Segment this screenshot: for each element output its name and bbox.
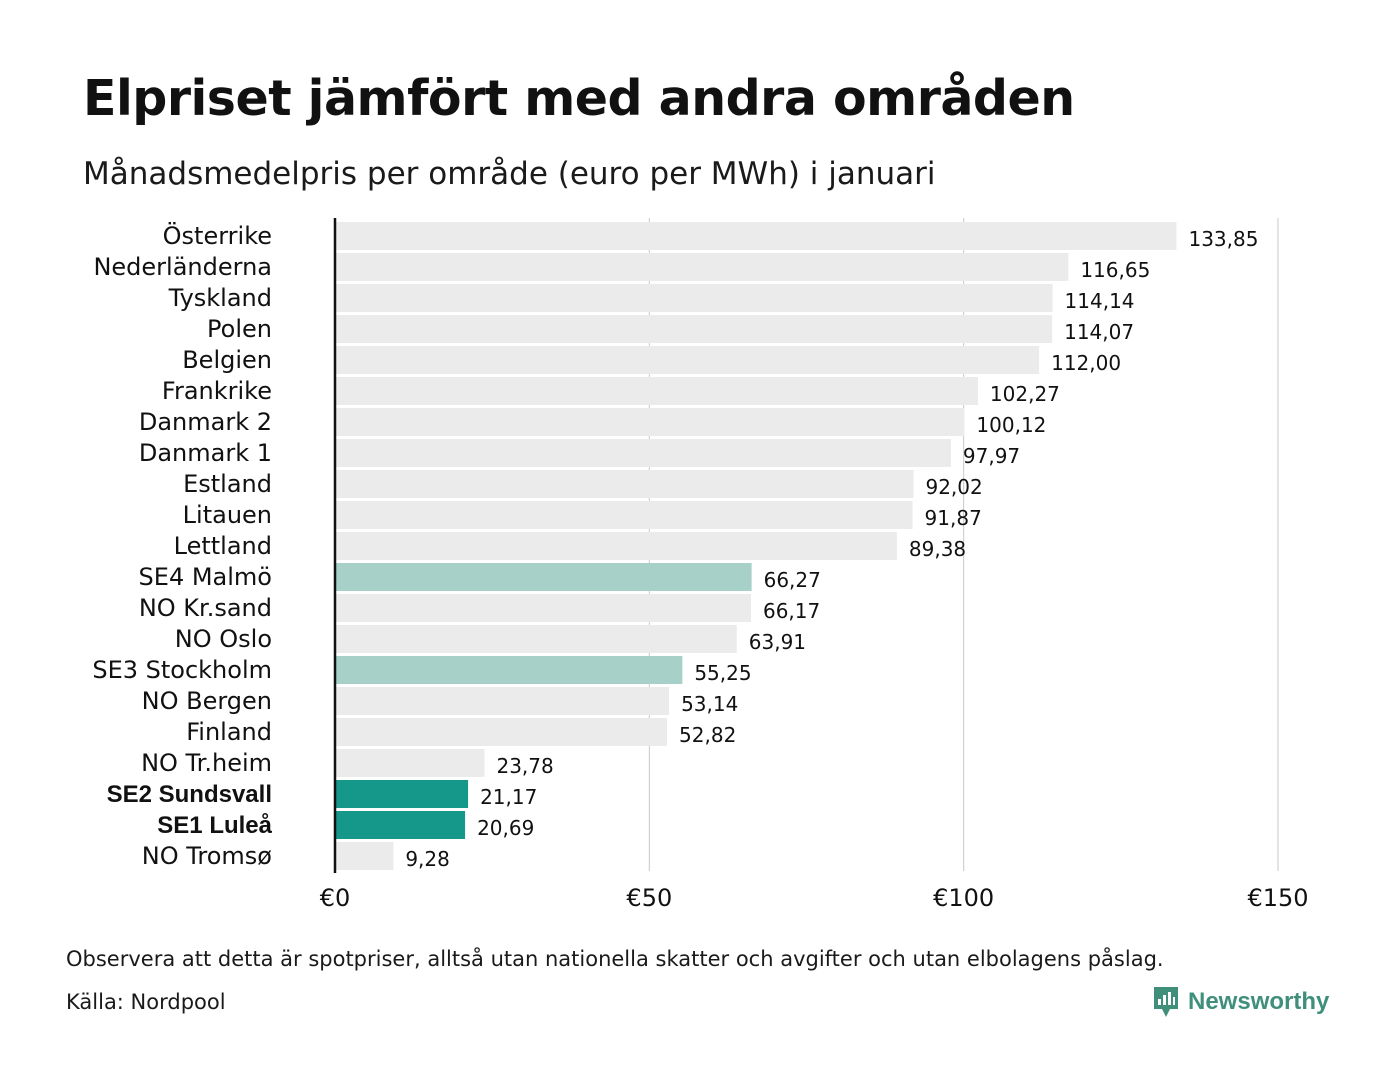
newsworthy-logo-icon xyxy=(1154,987,1178,1017)
value-label: 20,69 xyxy=(477,816,534,840)
category-label: Finland xyxy=(186,718,272,746)
value-label: 114,07 xyxy=(1064,320,1134,344)
bar xyxy=(335,687,670,715)
value-label: 102,27 xyxy=(990,382,1060,406)
brand-name: Newsworthy xyxy=(1188,988,1330,1015)
bar xyxy=(335,377,978,405)
value-label: 55,25 xyxy=(694,661,751,685)
bar xyxy=(335,501,913,529)
bar xyxy=(335,811,466,839)
value-label: 66,27 xyxy=(764,568,821,592)
category-label: NO Tromsø xyxy=(142,842,272,870)
x-tick-label: €0 xyxy=(320,884,351,912)
category-label: SE2 Sundsvall xyxy=(107,781,272,808)
category-label: Danmark 1 xyxy=(139,439,272,467)
value-label: 92,02 xyxy=(925,475,982,499)
bar xyxy=(335,470,914,498)
chart-title: Elpriset jämfört med andra områden xyxy=(83,70,1075,127)
bar xyxy=(335,780,469,808)
x-tick-label: €100 xyxy=(933,884,994,912)
value-label: 133,85 xyxy=(1188,227,1258,251)
value-label: 100,12 xyxy=(976,413,1046,437)
category-label: NO Bergen xyxy=(142,687,272,715)
value-label: 97,97 xyxy=(963,444,1020,468)
category-label: Danmark 2 xyxy=(139,408,272,436)
bar xyxy=(335,532,897,560)
bar xyxy=(335,842,394,870)
value-label: 112,00 xyxy=(1051,351,1121,375)
bar xyxy=(335,749,485,777)
category-label: NO Kr.sand xyxy=(139,594,272,622)
value-label: 21,17 xyxy=(480,785,537,809)
value-label: 23,78 xyxy=(496,754,553,778)
category-label: Nederländerna xyxy=(93,253,272,281)
bar xyxy=(335,284,1053,312)
brand-logo: Newsworthy xyxy=(1152,985,1329,1019)
category-label: SE1 Luleå xyxy=(157,812,272,839)
category-label: Tyskland xyxy=(168,284,272,312)
source-label: Källa: Nordpool xyxy=(66,990,226,1014)
bar xyxy=(335,408,965,436)
category-label: Österrike xyxy=(163,221,272,250)
value-label: 53,14 xyxy=(681,692,738,716)
bar xyxy=(335,594,751,622)
x-tick-label: €150 xyxy=(1247,884,1308,912)
bar xyxy=(335,625,737,653)
category-label: SE3 Stockholm xyxy=(92,656,272,684)
value-label: 91,87 xyxy=(925,506,982,530)
value-label: 52,82 xyxy=(679,723,736,747)
category-label: Frankrike xyxy=(162,377,272,405)
category-label: Litauen xyxy=(183,501,272,529)
value-label: 66,17 xyxy=(763,599,820,623)
value-label: 116,65 xyxy=(1080,258,1150,282)
category-label: NO Tr.heim xyxy=(141,749,272,777)
bar xyxy=(335,346,1040,374)
bar xyxy=(335,656,683,684)
chart-subtitle: Månadsmedelpris per område (euro per MWh… xyxy=(83,156,936,192)
bar xyxy=(335,439,951,467)
category-label: SE4 Malmö xyxy=(139,563,272,591)
category-label: Lettland xyxy=(174,532,272,560)
bar-chart: Österrike 133,85 Nederländerna 116,65 Tyskla… xyxy=(92,218,1309,912)
category-label: Polen xyxy=(207,315,272,343)
bar xyxy=(335,315,1053,343)
bar xyxy=(335,718,668,746)
category-label: NO Oslo xyxy=(175,625,272,653)
value-label: 89,38 xyxy=(909,537,966,561)
x-tick-label: €50 xyxy=(626,884,672,912)
bar xyxy=(335,222,1177,250)
value-label: 63,91 xyxy=(749,630,806,654)
category-label: Estland xyxy=(183,470,272,498)
bar xyxy=(335,563,752,591)
bar xyxy=(335,253,1069,281)
category-label: Belgien xyxy=(182,346,272,374)
value-label: 114,14 xyxy=(1065,289,1135,313)
footnote: Observera att detta är spotpriser, allts… xyxy=(66,947,1164,971)
value-label: 9,28 xyxy=(405,847,450,871)
